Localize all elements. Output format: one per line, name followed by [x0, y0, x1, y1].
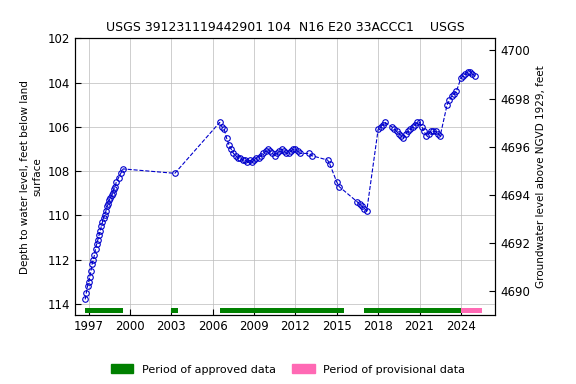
- Y-axis label: Depth to water level, feet below land
surface: Depth to water level, feet below land su…: [20, 80, 42, 273]
- Bar: [219, 308, 344, 313]
- Bar: [461, 308, 482, 313]
- Title: USGS 391231119442901 104  N16 E20 33ACCC1    USGS: USGS 391231119442901 104 N16 E20 33ACCC1…: [106, 22, 464, 35]
- Legend: Period of approved data, Period of provisional data: Period of approved data, Period of provi…: [111, 364, 465, 375]
- Y-axis label: Groundwater level above NGVD 1929, feet: Groundwater level above NGVD 1929, feet: [536, 65, 546, 288]
- Bar: [365, 308, 461, 313]
- Bar: [172, 308, 179, 313]
- Bar: [85, 308, 123, 313]
